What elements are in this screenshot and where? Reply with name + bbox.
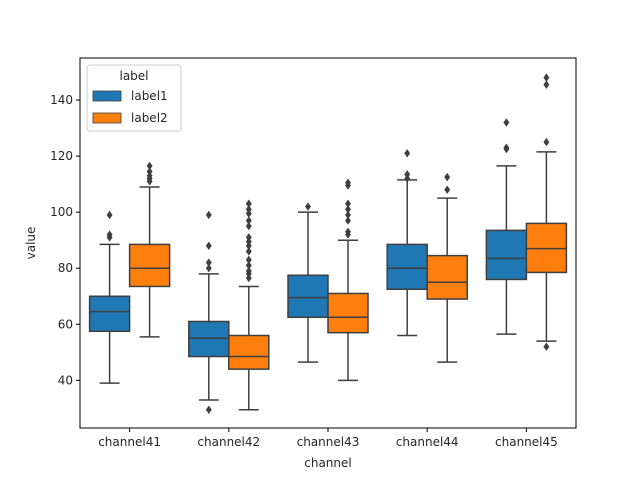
outlier-point	[345, 178, 351, 187]
outlier-point	[503, 118, 510, 127]
outlier-point	[245, 221, 252, 231]
outlier-point	[245, 199, 252, 208]
outlier-point	[305, 202, 311, 211]
iqr-box	[228, 334, 270, 370]
box-label2-channel43	[327, 178, 369, 382]
x-tick-label: channel42	[197, 435, 260, 449]
box-label2-channel44	[426, 172, 468, 363]
outlier-point	[444, 185, 451, 194]
y-axis: 40 60 80 100 120 140	[50, 93, 80, 387]
iqr-box	[485, 229, 528, 281]
iqr-box	[88, 295, 131, 333]
outlier-point	[543, 137, 550, 147]
box-label2-channel41	[128, 161, 171, 338]
box-label2-channel42	[228, 199, 270, 411]
iqr-box	[426, 254, 468, 300]
y-tick-label: 120	[50, 149, 73, 163]
y-tick-label: 140	[50, 93, 73, 107]
outlier-point	[245, 233, 252, 242]
y-tick-label: 100	[50, 205, 73, 219]
outlier-point	[345, 199, 351, 208]
x-tick-label: channel41	[98, 435, 161, 449]
outlier-point	[345, 227, 351, 236]
x-tick-label: channel44	[396, 435, 459, 449]
outlier-point	[404, 149, 411, 158]
outlier-point	[245, 255, 252, 265]
outlier-point	[543, 73, 550, 82]
outlier-point	[245, 237, 252, 246]
x-axis: channel41 channel42 channel43 channel44 chan…	[98, 428, 558, 449]
outlier-point	[245, 216, 252, 225]
outlier-point	[245, 209, 252, 218]
y-axis-label: value	[24, 227, 38, 260]
outlier-point	[345, 205, 351, 214]
legend-title: label	[119, 69, 148, 83]
outlier-point	[205, 405, 212, 414]
outlier-point	[146, 167, 153, 176]
outlier-point	[146, 161, 153, 171]
outlier-point	[146, 171, 153, 180]
legend: label label1 label2	[86, 64, 182, 132]
outlier-point	[245, 241, 252, 251]
outlier-point	[205, 258, 212, 267]
outlier-point	[205, 210, 212, 220]
outlier-point	[106, 230, 113, 239]
legend-swatch-label1	[92, 90, 122, 102]
outlier-point	[245, 273, 252, 283]
box-label1-channel43	[287, 202, 329, 363]
iqr-box	[128, 243, 171, 288]
outlier-point	[245, 261, 252, 270]
outlier-point	[404, 170, 411, 179]
box-label1-channel41	[88, 210, 131, 384]
iqr-box	[287, 274, 329, 319]
iqr-box	[386, 243, 428, 291]
boxes-layer	[88, 73, 568, 414]
outlier-point	[543, 80, 550, 89]
outlier-point	[345, 216, 351, 225]
y-tick-label: 80	[58, 261, 73, 275]
x-tick-label: channel43	[297, 435, 360, 449]
box-label1-channel45	[485, 118, 528, 335]
y-tick-label: 40	[58, 373, 73, 387]
box-label1-channel42	[188, 210, 230, 414]
outlier-point	[245, 205, 252, 214]
y-tick-label: 60	[58, 317, 73, 331]
outlier-point	[245, 247, 252, 256]
legend-entry-label1: label1	[131, 89, 168, 103]
box-label2-channel45	[525, 73, 568, 351]
outlier-point	[205, 264, 212, 273]
outlier-point	[345, 210, 351, 220]
outlier-point	[503, 143, 510, 152]
iqr-box	[327, 292, 369, 334]
x-tick-label: channel45	[495, 435, 558, 449]
outlier-point	[404, 174, 411, 183]
outlier-point	[543, 342, 550, 351]
outlier-point	[444, 172, 451, 182]
outlier-point	[245, 266, 252, 276]
outlier-point	[205, 241, 212, 251]
legend-swatch-label2	[92, 112, 122, 124]
legend-entry-label2: label2	[131, 111, 168, 125]
outlier-point	[106, 210, 113, 220]
box-label1-channel44	[386, 149, 428, 337]
x-axis-label: channel	[304, 456, 351, 470]
